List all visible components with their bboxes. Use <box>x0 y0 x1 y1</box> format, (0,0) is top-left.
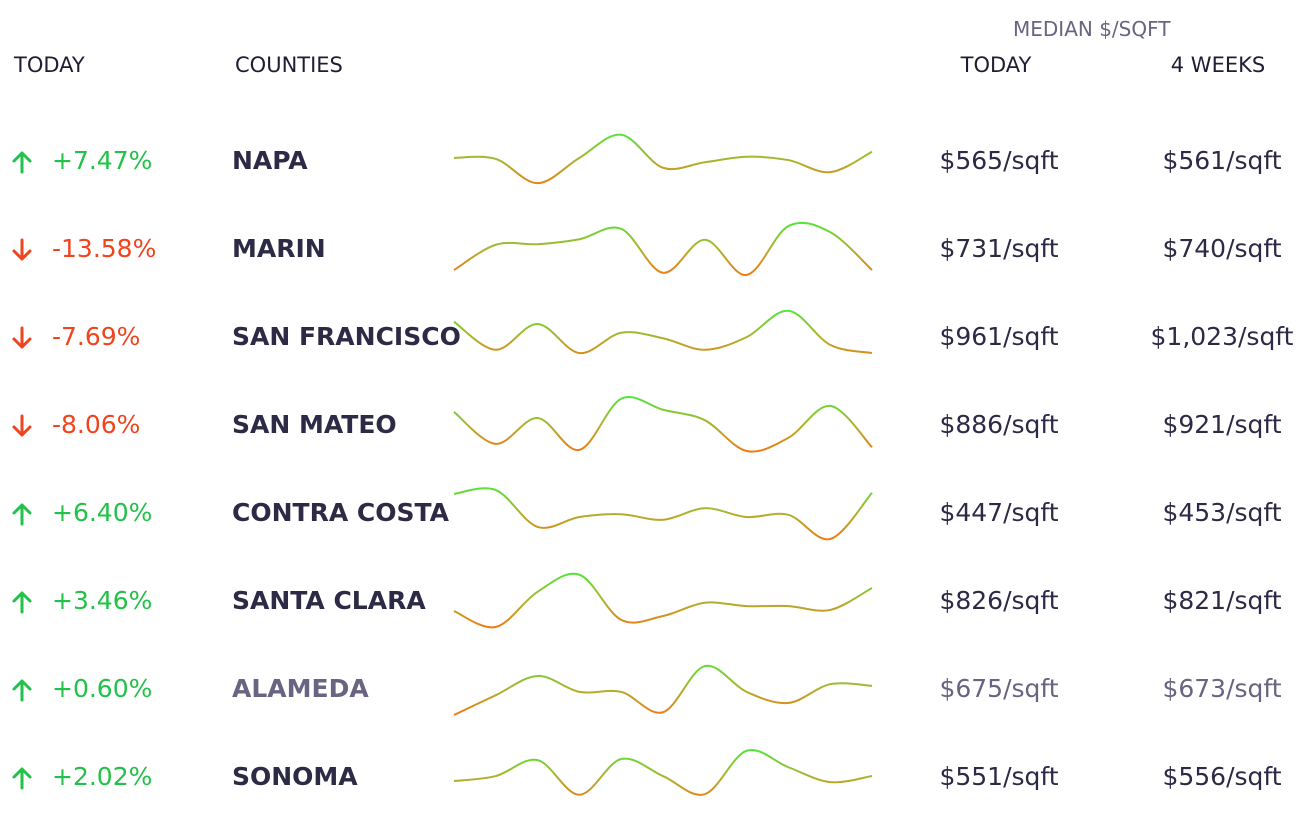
column-header: TODAY <box>14 53 85 77</box>
price-4-weeks: $1,023/sqft <box>1150 322 1294 351</box>
sparkline <box>453 221 873 276</box>
county-name: SAN FRANCISCO <box>232 322 461 351</box>
change: +2.02% <box>52 762 153 791</box>
sparkline <box>453 487 873 541</box>
price-today: $886/sqft <box>939 410 1059 439</box>
sparkline <box>453 748 873 796</box>
price-today: $551/sqft <box>939 762 1059 791</box>
median-label: MEDIAN $/SQFT <box>1013 17 1171 41</box>
price-today: $447/sqft <box>939 498 1059 527</box>
county-name: SANTA CLARA <box>232 586 426 615</box>
change: +0.60% <box>52 674 153 703</box>
county-name: SONOMA <box>232 762 358 791</box>
sparkline <box>453 664 873 716</box>
price-today: $675/sqft <box>939 674 1059 703</box>
sparkline <box>453 396 873 453</box>
county-name: NAPA <box>232 146 308 175</box>
county-name: MARIN <box>232 234 326 263</box>
arrow-up <box>12 591 32 614</box>
arrow-up <box>12 151 32 174</box>
price-4-weeks: $921/sqft <box>1162 410 1282 439</box>
price-4-weeks: $556/sqft <box>1162 762 1282 791</box>
column-header: TODAY <box>960 53 1032 77</box>
price-4-weeks: $740/sqft <box>1162 234 1282 263</box>
change: +6.40% <box>52 498 153 527</box>
column-header: 4 WEEKS <box>1170 53 1266 77</box>
arrow-down <box>12 238 32 261</box>
change: +3.46% <box>52 586 153 615</box>
price-today: $731/sqft <box>939 234 1059 263</box>
arrow-down <box>12 414 32 437</box>
price-4-weeks: $673/sqft <box>1162 674 1282 703</box>
price-4-weeks: $821/sqft <box>1162 586 1282 615</box>
arrow-up <box>12 679 32 702</box>
sparkline <box>453 309 873 355</box>
county-name: CONTRA COSTA <box>232 498 449 527</box>
arrow-up <box>12 767 32 790</box>
price-today: $826/sqft <box>939 586 1059 615</box>
change: -8.06% <box>52 410 141 439</box>
price-today: $565/sqft <box>939 146 1059 175</box>
county-name: SAN MATEO <box>232 410 397 439</box>
sparkline <box>453 572 873 629</box>
price-today: $961/sqft <box>939 322 1059 351</box>
arrow-down <box>12 326 32 349</box>
sparkline <box>453 133 873 185</box>
change: -7.69% <box>52 322 141 351</box>
change: +7.47% <box>52 146 153 175</box>
price-4-weeks: $453/sqft <box>1162 498 1282 527</box>
column-header: COUNTIES <box>235 53 343 77</box>
county-name: ALAMEDA <box>232 674 369 703</box>
price-4-weeks: $561/sqft <box>1162 146 1282 175</box>
change: -13.58% <box>52 234 157 263</box>
arrow-up <box>12 503 32 526</box>
